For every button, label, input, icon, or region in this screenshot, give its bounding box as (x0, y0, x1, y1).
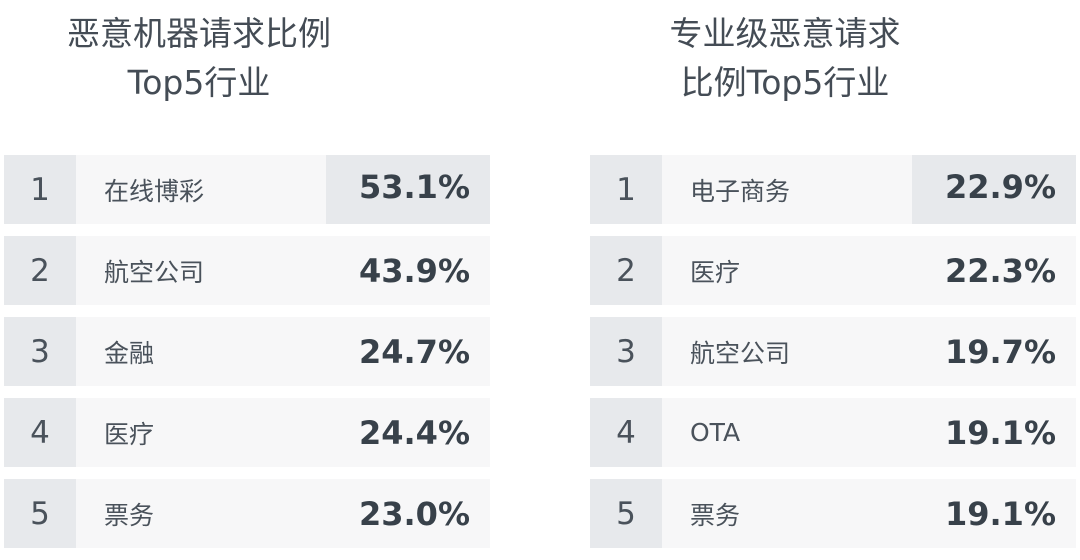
rank-cell: 5 (4, 479, 76, 548)
table-row: 5 票务 19.1% (590, 479, 1076, 548)
rank-cell: 2 (590, 236, 662, 305)
industry-cell: 电子商务 (662, 155, 912, 224)
value-cell: 19.1% (912, 398, 1076, 467)
table-row: 2 航空公司 43.9% (4, 236, 490, 305)
value-cell: 24.4% (326, 398, 490, 467)
rank-cell: 4 (4, 398, 76, 467)
table-row: 2 医疗 22.3% (590, 236, 1076, 305)
table-row: 4 OTA 19.1% (590, 398, 1076, 467)
table-title: 恶意机器请求比例 Top5行业 (4, 0, 394, 130)
value-cell: 53.1% (326, 155, 490, 224)
industry-cell: 在线博彩 (76, 155, 326, 224)
table-panel-professional-malicious-requests: 专业级恶意请求 比例Top5行业 1 电子商务 22.9% 2 医疗 22.3%… (590, 0, 1076, 548)
title-line-2: 比例Top5行业 (680, 63, 890, 102)
table-title: 专业级恶意请求 比例Top5行业 (590, 0, 980, 130)
value-cell: 43.9% (326, 236, 490, 305)
industry-cell: 航空公司 (662, 317, 912, 386)
table-row: 5 票务 23.0% (4, 479, 490, 548)
table-row: 1 电子商务 22.9% (590, 155, 1076, 224)
table-row: 3 金融 24.7% (4, 317, 490, 386)
ranking-list: 1 电子商务 22.9% 2 医疗 22.3% 3 航空公司 19.7% 4 O… (590, 155, 1076, 560)
value-cell: 19.7% (912, 317, 1076, 386)
industry-cell: 医疗 (662, 236, 912, 305)
value-cell: 23.0% (326, 479, 490, 548)
title-line-2: Top5行业 (127, 63, 271, 102)
rank-cell: 4 (590, 398, 662, 467)
table-panel-malicious-bot-requests: 恶意机器请求比例 Top5行业 1 在线博彩 53.1% 2 航空公司 43.9… (4, 0, 490, 548)
industry-cell: 医疗 (76, 398, 326, 467)
industry-cell: OTA (662, 398, 912, 467)
rank-cell: 1 (590, 155, 662, 224)
title-line-1: 专业级恶意请求 (669, 14, 901, 53)
table-row: 3 航空公司 19.7% (590, 317, 1076, 386)
industry-cell: 票务 (76, 479, 326, 548)
ranking-list: 1 在线博彩 53.1% 2 航空公司 43.9% 3 金融 24.7% 4 医… (4, 155, 490, 560)
rank-cell: 2 (4, 236, 76, 305)
rank-cell: 3 (4, 317, 76, 386)
value-cell: 22.3% (912, 236, 1076, 305)
table-row: 4 医疗 24.4% (4, 398, 490, 467)
rank-cell: 3 (590, 317, 662, 386)
rank-cell: 1 (4, 155, 76, 224)
value-cell: 22.9% (912, 155, 1076, 224)
industry-cell: 票务 (662, 479, 912, 548)
title-line-1: 恶意机器请求比例 (67, 14, 331, 53)
industry-cell: 金融 (76, 317, 326, 386)
industry-cell: 航空公司 (76, 236, 326, 305)
value-cell: 24.7% (326, 317, 490, 386)
value-cell: 19.1% (912, 479, 1076, 548)
rank-cell: 5 (590, 479, 662, 548)
table-row: 1 在线博彩 53.1% (4, 155, 490, 224)
